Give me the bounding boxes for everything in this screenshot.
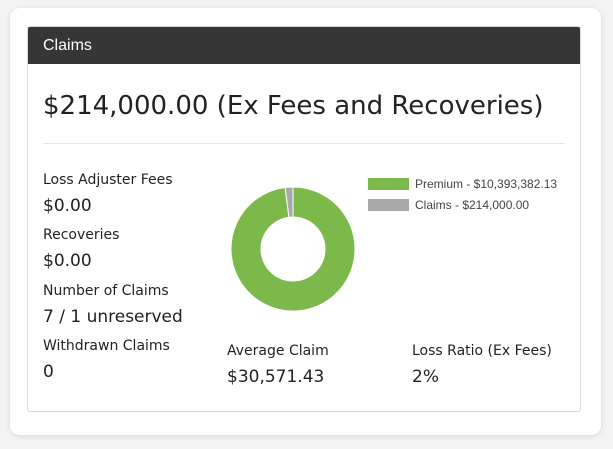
stat-label: Loss Adjuster Fees (43, 172, 173, 188)
stat-value: $30,571.43 (227, 367, 325, 387)
legend-label: Claims - $214,000.00 (415, 197, 530, 212)
divider (43, 143, 565, 144)
stat-loss-ratio: Loss Ratio (Ex Fees) 2% (412, 343, 552, 387)
panel-header: Claims (28, 27, 580, 64)
stat-label: Average Claim (227, 343, 329, 359)
donut-slice-claims (284, 186, 294, 218)
stat-recoveries: Recoveries $0.00 (43, 227, 119, 271)
stat-value: 0 (43, 362, 54, 382)
claims-total-headline: $214,000.00 (Ex Fees and Recoveries) (43, 91, 544, 121)
chart-legend: Premium - $10,393,382.13 Claims - $214,0… (368, 173, 557, 215)
stat-loss-adjuster-fees: Loss Adjuster Fees $0.00 (43, 172, 173, 216)
stat-value: 7 / 1 unreserved (43, 307, 183, 327)
stat-number-of-claims: Number of Claims 7 / 1 unreserved (43, 283, 183, 327)
legend-swatch-premium (368, 177, 409, 190)
stat-label: Withdrawn Claims (43, 338, 170, 354)
legend-swatch-claims (368, 198, 409, 211)
stat-label: Recoveries (43, 227, 120, 243)
stat-value: $0.00 (43, 196, 92, 216)
stat-withdrawn-claims: Withdrawn Claims 0 (43, 338, 170, 382)
stat-value: $0.00 (43, 251, 92, 271)
stat-value: 2% (412, 367, 439, 387)
legend-item-premium: Premium - $10,393,382.13 (368, 173, 557, 194)
legend-item-claims: Claims - $214,000.00 (368, 194, 557, 215)
premium-claims-donut-chart (230, 186, 356, 312)
claims-panel: Claims $214,000.00 (Ex Fees and Recoveri… (27, 26, 581, 412)
stat-average-claim: Average Claim $30,571.43 (227, 343, 329, 387)
legend-label: Premium - $10,393,382.13 (415, 176, 558, 191)
donut-slice-premium (230, 186, 356, 312)
stat-label: Loss Ratio (Ex Fees) (412, 343, 552, 359)
stat-label: Number of Claims (43, 283, 169, 299)
